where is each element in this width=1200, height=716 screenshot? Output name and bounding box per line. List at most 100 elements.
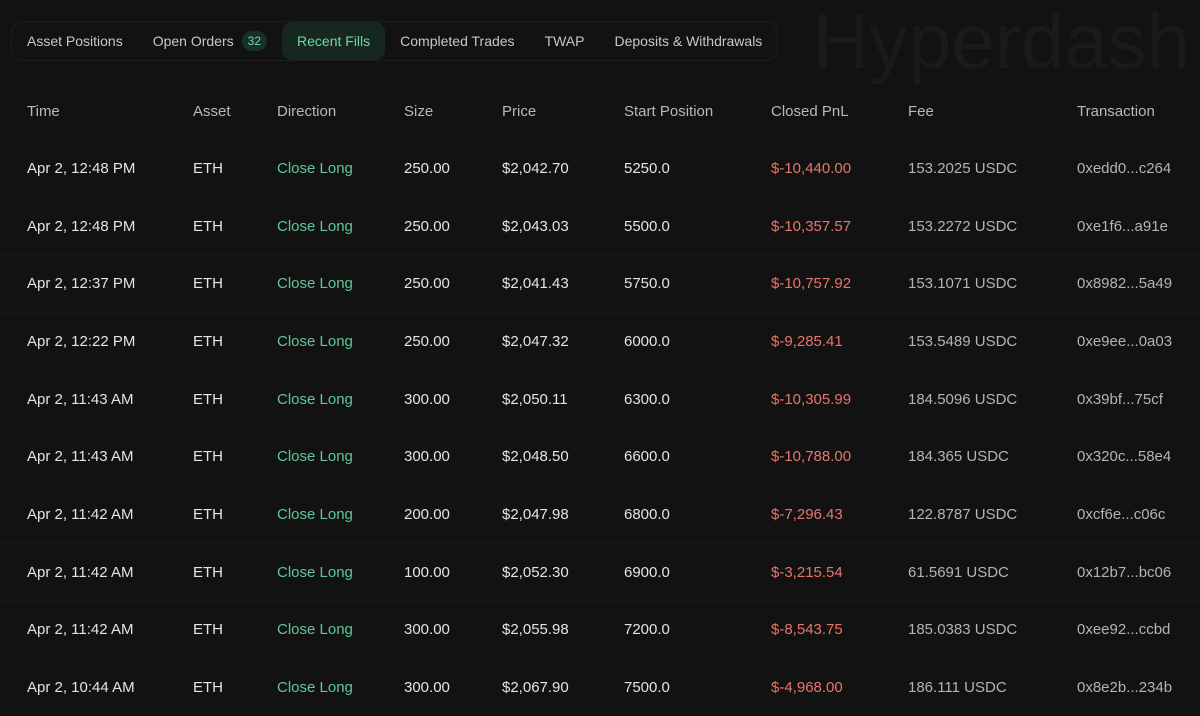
cell-transaction[interactable]: 0x8e2b...234b (1076, 658, 1200, 716)
tab-completed-trades[interactable]: Completed Trades (385, 22, 529, 60)
cell-start-position: 5750.0 (623, 254, 770, 313)
table-row[interactable]: Apr 2, 11:43 AM ETH Close Long 300.00 $2,050… (0, 369, 1200, 428)
cell-time: Apr 2, 11:42 AM (0, 600, 192, 659)
cell-direction: Close Long (276, 658, 403, 716)
table-header: Time Asset Direction Size Price Start Positio… (0, 83, 1200, 140)
cell-transaction[interactable]: 0xe1f6...a91e (1076, 196, 1200, 255)
tab-asset-positions[interactable]: Asset Positions (12, 22, 138, 60)
cell-closed-pnl: $-10,440.00 (770, 139, 907, 198)
cell-fee: 184.5096 USDC (907, 369, 1076, 428)
cell-closed-pnl: $-4,968.00 (770, 658, 907, 716)
cell-direction: Close Long (276, 600, 403, 659)
cell-fee: 153.2025 USDC (907, 139, 1076, 198)
cell-time: Apr 2, 12:22 PM (0, 312, 192, 371)
cell-asset: ETH (192, 427, 276, 486)
fills-table: Time Asset Direction Size Price Start Positio… (0, 83, 1200, 716)
table-row[interactable]: Apr 2, 12:37 PM ETH Close Long 250.00 $2,041… (0, 254, 1200, 313)
cell-asset: ETH (192, 485, 276, 544)
cell-closed-pnl: $-9,285.41 (770, 312, 907, 371)
table-row[interactable]: Apr 2, 12:22 PM ETH Close Long 250.00 $2,047… (0, 312, 1200, 371)
cell-transaction[interactable]: 0xedd0...c264 (1076, 139, 1200, 198)
cell-closed-pnl: $-10,757.92 (770, 254, 907, 313)
cell-start-position: 6900.0 (623, 542, 770, 601)
table-row[interactable]: Apr 2, 11:42 AM ETH Close Long 100.00 $2,052… (0, 542, 1200, 601)
cell-asset: ETH (192, 369, 276, 428)
cell-closed-pnl: $-8,543.75 (770, 600, 907, 659)
cell-direction: Close Long (276, 254, 403, 313)
cell-start-position: 5500.0 (623, 196, 770, 255)
count-badge: 32 (241, 31, 268, 51)
column-header-price[interactable]: Price (502, 102, 537, 120)
cell-size: 300.00 (403, 427, 501, 486)
cell-transaction[interactable]: 0xe9ee...0a03 (1076, 312, 1200, 371)
cell-transaction[interactable]: 0x12b7...bc06 (1076, 542, 1200, 601)
tab-label: TWAP (544, 33, 585, 49)
cell-price: $2,052.30 (501, 542, 623, 601)
cell-size: 300.00 (403, 658, 501, 716)
table-row[interactable]: Apr 2, 11:42 AM ETH Close Long 300.00 $2,055… (0, 600, 1200, 659)
cell-price: $2,050.11 (501, 369, 623, 428)
cell-size: 250.00 (403, 196, 501, 255)
cell-time: Apr 2, 11:42 AM (0, 542, 192, 601)
cell-size: 200.00 (403, 485, 501, 544)
cell-fee: 153.2272 USDC (907, 196, 1076, 255)
column-header-direction[interactable]: Direction (277, 102, 337, 120)
cell-time: Apr 2, 11:42 AM (0, 485, 192, 544)
cell-fee: 61.5691 USDC (907, 542, 1076, 601)
cell-transaction[interactable]: 0xcf6e...c06c (1076, 485, 1200, 544)
table-row[interactable]: Apr 2, 11:43 AM ETH Close Long 300.00 $2,048… (0, 427, 1200, 486)
cell-time: Apr 2, 12:48 PM (0, 196, 192, 255)
tab-deposits-withdrawals[interactable]: Deposits & Withdrawals (599, 22, 777, 60)
tab-open-orders[interactable]: Open Orders 32 (138, 22, 282, 60)
column-header-closed-pnl[interactable]: Closed PnL (771, 102, 849, 120)
cell-asset: ETH (192, 254, 276, 313)
cell-time: Apr 2, 12:48 PM (0, 139, 192, 198)
cell-start-position: 7500.0 (623, 658, 770, 716)
table-row[interactable]: Apr 2, 12:48 PM ETH Close Long 250.00 $2,043… (0, 196, 1200, 255)
cell-closed-pnl: $-3,215.54 (770, 542, 907, 601)
cell-price: $2,047.32 (501, 312, 623, 371)
cell-price: $2,055.98 (501, 600, 623, 659)
tab-label: Completed Trades (400, 33, 515, 49)
table-row[interactable]: Apr 2, 10:44 AM ETH Close Long 300.00 $2,067… (0, 658, 1200, 716)
cell-size: 300.00 (403, 369, 501, 428)
cell-size: 100.00 (403, 542, 501, 601)
cell-price: $2,041.43 (501, 254, 623, 313)
tab-label: Recent Fills (297, 33, 371, 49)
cell-time: Apr 2, 10:44 AM (0, 658, 192, 716)
watermark: Hyperdash (812, 0, 1190, 85)
cell-transaction[interactable]: 0x39bf...75cf (1076, 369, 1200, 428)
cell-direction: Close Long (276, 196, 403, 255)
tab-recent-fills[interactable]: Recent Fills (282, 22, 386, 60)
cell-price: $2,067.90 (501, 658, 623, 716)
cell-price: $2,048.50 (501, 427, 623, 486)
cell-transaction[interactable]: 0xee92...ccbd (1076, 600, 1200, 659)
cell-transaction[interactable]: 0x320c...58e4 (1076, 427, 1200, 486)
cell-price: $2,047.98 (501, 485, 623, 544)
column-header-start-position[interactable]: Start Position (624, 102, 714, 120)
table-row[interactable]: Apr 2, 12:48 PM ETH Close Long 250.00 $2,042… (0, 139, 1200, 198)
cell-direction: Close Long (276, 485, 403, 544)
cell-price: $2,043.03 (501, 196, 623, 255)
cell-fee: 122.8787 USDC (907, 485, 1076, 544)
cell-closed-pnl: $-10,788.00 (770, 427, 907, 486)
cell-closed-pnl: $-7,296.43 (770, 485, 907, 544)
column-header-size[interactable]: Size (404, 102, 434, 120)
cell-asset: ETH (192, 600, 276, 659)
cell-fee: 186.111 USDC (907, 658, 1076, 716)
column-header-time[interactable]: Time (27, 102, 60, 120)
cell-start-position: 6000.0 (623, 312, 770, 371)
column-header-asset[interactable]: Asset (193, 102, 231, 120)
cell-transaction[interactable]: 0x8982...5a49 (1076, 254, 1200, 313)
column-header-fee[interactable]: Fee (908, 102, 934, 120)
cell-start-position: 6600.0 (623, 427, 770, 486)
cell-direction: Close Long (276, 312, 403, 371)
cell-size: 300.00 (403, 600, 501, 659)
tab-twap[interactable]: TWAP (530, 22, 600, 60)
cell-start-position: 6800.0 (623, 485, 770, 544)
column-header-transaction[interactable]: Transaction (1077, 102, 1155, 120)
cell-direction: Close Long (276, 542, 403, 601)
tab-label: Deposits & Withdrawals (614, 33, 763, 49)
cell-direction: Close Long (276, 369, 403, 428)
table-row[interactable]: Apr 2, 11:42 AM ETH Close Long 200.00 $2,047… (0, 485, 1200, 544)
